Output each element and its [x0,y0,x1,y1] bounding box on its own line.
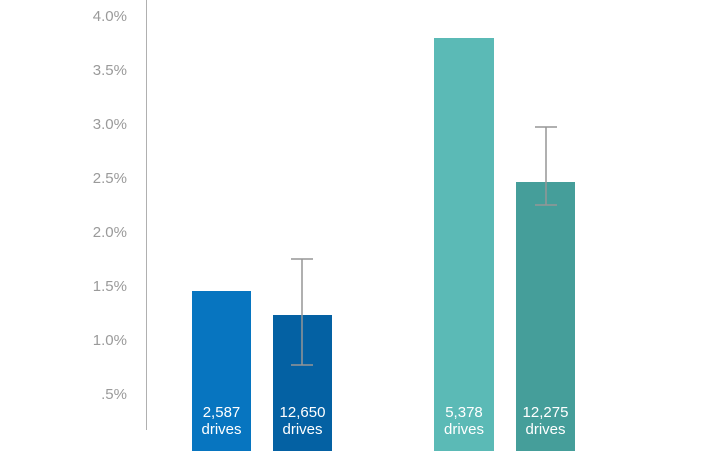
error-bar-cap-top [535,126,557,128]
y-tick-label: 2.5% [92,170,127,187]
bar-count-label: 2,587 [202,404,241,421]
bar-group2-b: 12,275 drives [516,182,575,451]
error-bar-cap-bottom [291,364,313,366]
y-tick-label: 4.0% [92,8,127,25]
y-tick-label: 3.5% [92,62,127,79]
error-bar-cap-top [291,258,313,260]
y-tick-label: 2.0% [92,224,127,241]
bar-count-label: 12,650 [279,404,326,421]
bar-group2-a: 5,378 drives [434,38,494,451]
bar-chart: 4.0% 3.5% 3.0% 2.5% 2.0% 1.5% 1.0% .5% 2… [92,0,575,451]
y-tick-label: 3.0% [92,116,127,133]
bar-group1-b: 12,650 drives [273,315,332,451]
bar-count-label: 5,378 [445,404,483,421]
y-tick-label: 1.0% [92,332,127,349]
error-bar [301,259,303,365]
y-axis-line [146,0,147,430]
bar-count-label: 12,275 [522,404,569,421]
y-tick-label: .5% [101,386,127,403]
bar-group1-a: 2,587 drives [192,291,251,451]
error-bar-cap-bottom [535,204,557,206]
error-bar [545,127,547,205]
y-tick-label: 1.5% [92,278,127,295]
